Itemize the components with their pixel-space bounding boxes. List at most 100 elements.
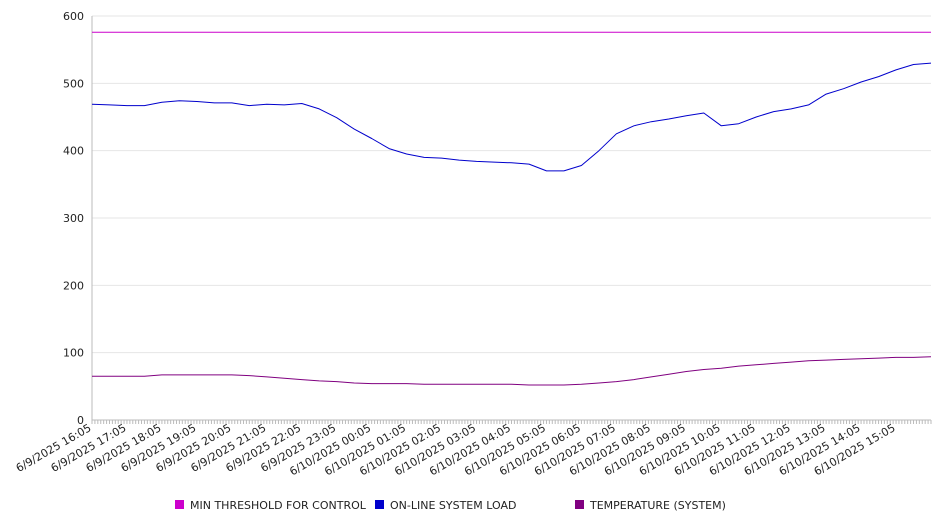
data-point [929, 31, 932, 34]
data-point [650, 120, 653, 123]
data-point [300, 102, 303, 105]
y-tick-label: 500 [63, 77, 84, 90]
data-point [125, 31, 128, 34]
data-point [755, 363, 758, 366]
data-point [720, 31, 723, 34]
data-point [90, 375, 93, 378]
data-point [318, 107, 321, 110]
data-point [300, 378, 303, 381]
data-point [160, 101, 163, 104]
data-point [597, 31, 600, 34]
data-point [877, 75, 880, 78]
y-tick-label: 0 [77, 414, 84, 427]
data-point [650, 31, 653, 34]
data-point [248, 31, 251, 34]
legend: MIN THRESHOLD FOR CONTROL ON-LINE SYSTEM … [175, 499, 726, 512]
data-point [720, 124, 723, 127]
data-point [825, 358, 828, 361]
data-point [143, 375, 146, 378]
legend-label: ON-LINE SYSTEM LOAD [390, 499, 516, 512]
data-point [457, 383, 460, 386]
data-point [510, 31, 513, 34]
data-point [737, 365, 740, 368]
data-point [457, 31, 460, 34]
data-point [842, 31, 845, 34]
legend-item: ON-LINE SYSTEM LOAD [375, 499, 516, 512]
data-point [353, 31, 356, 34]
data-point [457, 158, 460, 161]
data-point [877, 31, 880, 34]
data-point [195, 373, 198, 376]
legend-swatch [375, 500, 384, 509]
data-point [125, 375, 128, 378]
data-point [615, 380, 618, 383]
data-point [318, 31, 321, 34]
data-point [632, 31, 635, 34]
data-point [702, 368, 705, 371]
data-point [195, 100, 198, 103]
data-point [667, 373, 670, 376]
data-point [405, 31, 408, 34]
data-point [388, 147, 391, 150]
data-point [335, 380, 338, 383]
data-point [527, 31, 530, 34]
legend-swatch [575, 500, 584, 509]
data-point [807, 103, 810, 106]
data-point [283, 377, 286, 380]
data-point [702, 111, 705, 114]
data-point [597, 381, 600, 384]
data-point [143, 104, 146, 107]
data-point [790, 360, 793, 363]
data-point [423, 383, 426, 386]
data-point [859, 31, 862, 34]
data-point [912, 63, 915, 66]
data-point [388, 31, 391, 34]
data-point [108, 375, 111, 378]
data-point [510, 383, 513, 386]
data-point [894, 31, 897, 34]
series-lines [90, 31, 932, 386]
data-point [667, 31, 670, 34]
data-point [440, 156, 443, 159]
data-point [580, 31, 583, 34]
data-point [527, 163, 530, 166]
data-point [720, 367, 723, 370]
data-point [265, 375, 268, 378]
data-point [440, 31, 443, 34]
data-point [388, 382, 391, 385]
series-line-3 [92, 356, 932, 386]
data-point [545, 31, 548, 34]
data-point [685, 31, 688, 34]
data-point [737, 31, 740, 34]
data-point [265, 103, 268, 106]
data-point [755, 115, 758, 118]
data-point [650, 375, 653, 378]
data-point [510, 161, 513, 164]
data-point [842, 358, 845, 361]
data-point [230, 373, 233, 376]
data-point [912, 31, 915, 34]
data-point [300, 31, 303, 34]
data-point [248, 104, 251, 107]
y-tick-label: 400 [63, 145, 84, 158]
data-point [912, 356, 915, 359]
data-point [615, 132, 618, 135]
data-point [755, 31, 758, 34]
data-point [580, 383, 583, 386]
data-point [90, 103, 93, 106]
data-point [125, 104, 128, 107]
legend-swatch [175, 500, 184, 509]
data-point [178, 99, 181, 102]
data-point [335, 31, 338, 34]
gridlines [92, 15, 931, 354]
legend-item: MIN THRESHOLD FOR CONTROL [175, 499, 367, 512]
y-tick-label: 300 [63, 212, 84, 225]
data-point [248, 374, 251, 377]
data-point [929, 62, 932, 65]
data-point [842, 87, 845, 90]
data-point [213, 101, 216, 104]
data-point [790, 107, 793, 110]
data-point [580, 164, 583, 167]
